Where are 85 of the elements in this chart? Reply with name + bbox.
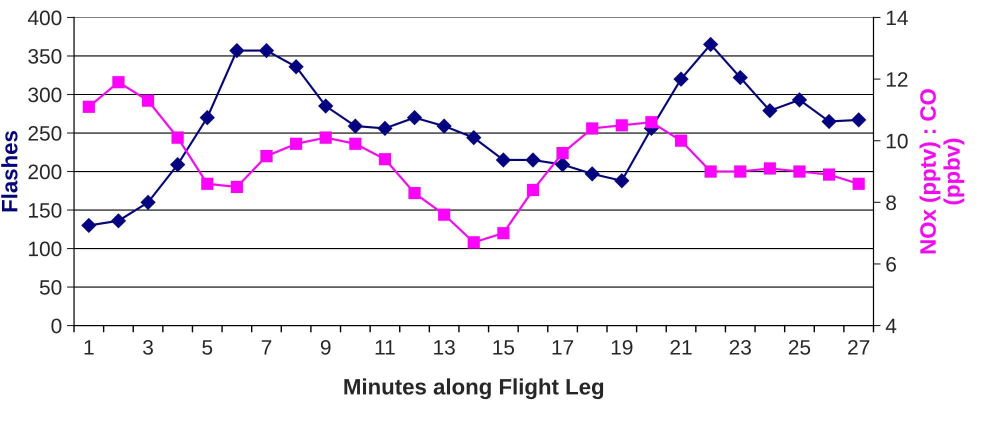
point (378, 120, 392, 136)
point (82, 100, 95, 113)
point (201, 178, 214, 190)
y2-tick-label: 6 (886, 256, 896, 272)
point (438, 208, 450, 221)
point (793, 165, 806, 178)
y2-tick-label: 4 (886, 318, 896, 334)
point (140, 194, 156, 210)
point (408, 187, 421, 200)
x-tick-label: 1 (84, 340, 94, 355)
point (764, 162, 776, 175)
point (703, 37, 718, 52)
x-tick-label: 13 (434, 340, 455, 355)
point (762, 103, 778, 118)
point (81, 218, 96, 233)
point (616, 119, 628, 132)
y2-tick-label: 8 (886, 195, 896, 210)
y-tick-label: 150 (29, 203, 62, 218)
point (320, 132, 332, 144)
point (792, 92, 807, 108)
point (584, 166, 600, 182)
x-tick-label: 3 (143, 340, 153, 355)
point (142, 94, 154, 107)
x-tick-label: 19 (612, 340, 632, 355)
point (526, 184, 540, 196)
point (497, 227, 510, 240)
x-tick-label: 23 (730, 340, 751, 355)
point (112, 76, 125, 88)
point (318, 98, 334, 114)
point (288, 59, 304, 74)
point (614, 173, 630, 188)
point (704, 165, 717, 178)
y-axis-title: Flashes (1, 131, 18, 212)
point (172, 132, 184, 144)
point (645, 116, 658, 128)
point (349, 138, 362, 150)
point (732, 70, 748, 85)
point (526, 152, 540, 168)
point (823, 168, 836, 181)
point (466, 130, 482, 146)
point (555, 157, 570, 172)
point (436, 118, 452, 134)
y-tick-label: 100 (29, 242, 62, 256)
x-tick-label: 17 (552, 340, 574, 355)
point (290, 138, 302, 150)
point (407, 110, 422, 125)
point (230, 180, 243, 193)
point (586, 122, 598, 134)
x-tick-label: 11 (376, 340, 395, 355)
x-tick-label: 25 (788, 340, 810, 355)
point (852, 178, 865, 190)
x-tick-label: 15 (493, 340, 514, 355)
point (348, 118, 363, 134)
point (822, 114, 836, 129)
point (170, 157, 186, 172)
x-tick-label: 9 (320, 340, 331, 355)
point (851, 112, 866, 128)
y2-tick-label: 10 (886, 134, 908, 148)
point (556, 146, 569, 160)
y-tick-label: 400 (28, 10, 62, 26)
x-tick-label: 21 (670, 340, 692, 355)
y2-tick-label: 14 (886, 10, 908, 26)
point (378, 153, 392, 166)
x-tick-label: 5 (202, 340, 212, 355)
y2-axis-title: NOx (pptv) : CO (ppbv) (920, 89, 964, 254)
point (468, 236, 480, 248)
x-axis-title: Minutes along Flight Leg (344, 378, 604, 400)
y-tick-label: 300 (28, 88, 62, 102)
point (111, 213, 126, 228)
point (496, 152, 511, 168)
y-tick-label: 50 (40, 280, 62, 295)
point (674, 134, 688, 147)
y-tick-label: 200 (28, 164, 62, 180)
y-tick-label: 0 (51, 318, 62, 334)
y2-tick-label: 12 (886, 72, 908, 87)
point (229, 43, 244, 58)
point (674, 72, 688, 86)
y-tick-label: 350 (28, 48, 62, 64)
point (260, 150, 273, 162)
x-tick-label: 27 (848, 340, 870, 355)
point (734, 165, 746, 178)
point (259, 43, 274, 58)
x-tick-label: 7 (262, 340, 272, 355)
y-tick-label: 250 (28, 126, 62, 141)
point (200, 110, 215, 125)
